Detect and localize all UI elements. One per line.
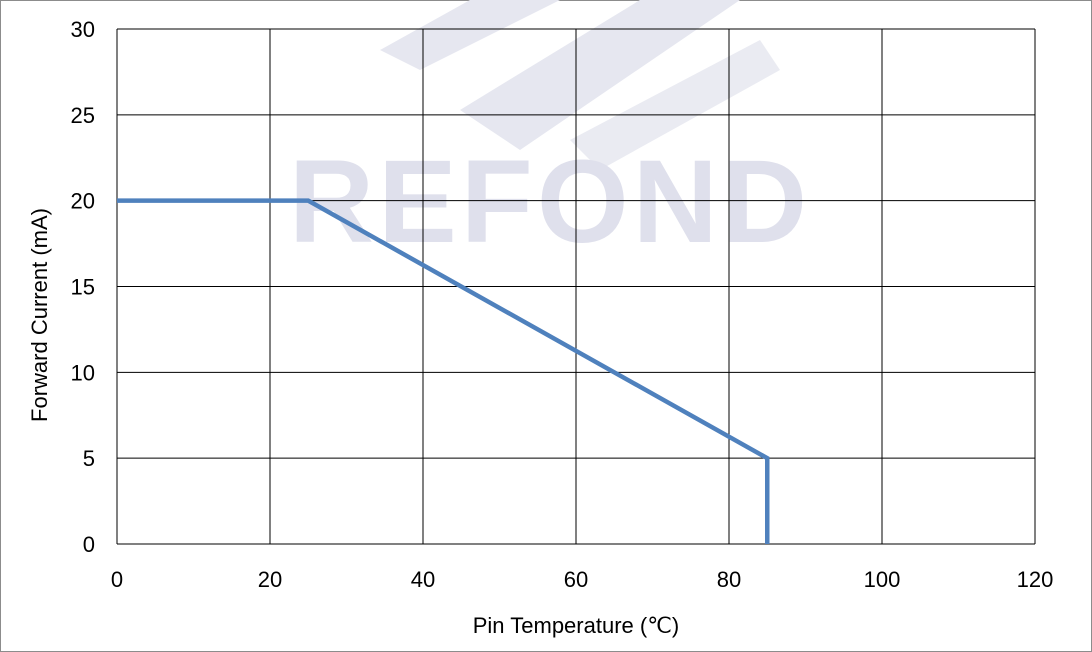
watermark: REFOND	[289, 0, 811, 268]
x-tick-label: 100	[864, 567, 901, 592]
x-tick-label: 80	[717, 567, 741, 592]
x-tick-label: 0	[111, 567, 123, 592]
x-axis-label: Pin Temperature (℃)	[473, 613, 680, 638]
series-group	[117, 198, 770, 544]
watermark-logo-text: REFOND	[289, 136, 811, 268]
series-line	[117, 198, 770, 544]
x-tick-label: 120	[1017, 567, 1054, 592]
watermark-swoosh-3	[570, 40, 780, 170]
x-tick-label: 40	[411, 567, 435, 592]
y-tick-labels: 0 5 10 15 20 25 30	[71, 17, 95, 557]
grid	[116, 28, 1036, 545]
watermark-swoosh-1	[380, 0, 560, 70]
y-tick-label: 30	[71, 17, 95, 42]
x-tick-label: 60	[564, 567, 588, 592]
y-tick-label: 20	[71, 189, 95, 214]
y-tick-label: 10	[71, 360, 95, 385]
y-tick-label: 5	[83, 446, 95, 471]
y-tick-label: 0	[83, 532, 95, 557]
watermark-swoosh-2	[460, 0, 740, 150]
x-tick-labels: 0 20 40 60 80 100 120	[111, 567, 1053, 592]
y-tick-label: 15	[71, 275, 95, 300]
x-tick-label: 20	[258, 567, 282, 592]
y-axis-label: Forward Current (mA)	[27, 208, 52, 422]
y-tick-label: 25	[71, 103, 95, 128]
